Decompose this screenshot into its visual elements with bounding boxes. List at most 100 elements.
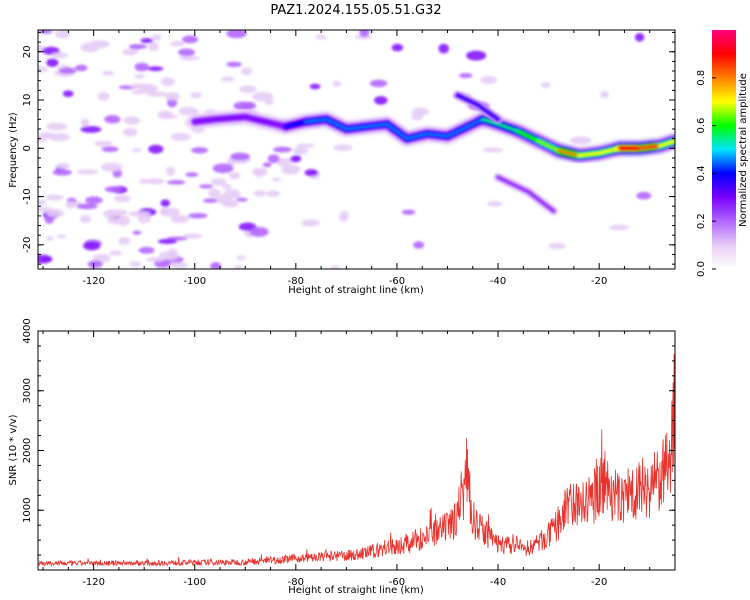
noise-blob [132,148,142,153]
noise-blob [487,200,503,207]
x-tick-label: -40 [490,276,506,287]
noise-blob [458,73,473,79]
noise-blob [198,184,214,189]
noise-blob [300,219,320,227]
noise-blob [228,171,241,180]
noise-blob [230,152,251,161]
x-tick-label: -60 [389,276,405,287]
noise-blob [122,48,138,56]
noise-blob [38,134,48,143]
noise-blob [80,118,90,128]
noise-blob [80,214,92,223]
spectrogram-frame [37,29,676,270]
noise-blob [128,44,147,50]
ridge-segment [213,115,248,122]
noise-blob [182,233,203,239]
noise-blob [146,257,165,263]
spectrogram-x-ticks: -120 -100 -80 -60 -40 -20 [42,30,676,287]
noise-blob [220,76,235,82]
noise-blob [89,40,110,49]
branch-segment [496,175,531,194]
noise-blob [45,236,54,241]
colorbar-label: Normalized spectral amplitude [738,73,749,227]
noise-blob [266,190,281,197]
ridge-segment [658,139,675,148]
noise-blob [188,212,208,219]
ridge-segment [364,122,389,129]
noise-blob [103,209,119,219]
colorbar-bar [712,30,736,269]
noise-blob [55,30,71,39]
noise-blob [401,209,416,215]
noise-blob [332,80,342,87]
colorbar-tick-label: 0.8 [696,70,707,86]
x-tick-label: -20 [591,276,607,287]
noise-blob [236,197,248,202]
noise-blob [240,67,253,76]
snr-x-ticks: -120 -100 -80 -60 -40 -20 [42,331,676,588]
noise-blob [276,157,291,167]
noise-blob [338,214,348,222]
colorbar-tick-label: 0.4 [696,165,707,181]
branch-segment [455,93,480,107]
x-tick-label: -80 [288,276,304,287]
ridge-segment [405,132,430,141]
noise-blob [170,132,191,141]
noise-blob [166,180,186,185]
ridge-segment [445,124,470,138]
y-tick-label: 2000 [22,438,33,463]
noise-blob [160,77,175,87]
x-tick-label: -100 [183,577,206,588]
noise-blob [46,208,64,218]
noise-blob [138,246,155,254]
y-tick-label: 20 [22,45,33,58]
noise-blob [330,265,340,269]
noise-blob [131,90,146,95]
noise-blob [38,30,53,34]
noise-blob [157,238,178,244]
noise-blob [160,114,179,119]
noise-blob [38,199,47,206]
noise-blob [165,166,176,176]
ridge-segment [597,146,622,155]
noise-blob [56,162,70,170]
noise-blob [482,147,504,153]
ridge-segment [516,129,541,143]
colorbar: 0.0 0.2 0.4 0.6 0.8 Normalized spectral ampl… [696,30,749,277]
noise-blob [411,107,430,117]
noise-blob [159,207,169,215]
noise-blob [636,191,652,200]
y-tick-label: -20 [22,237,33,253]
noise-blob [62,90,74,98]
noise-blob [267,154,280,164]
x-tick-label: -100 [183,276,206,287]
noise-blob [570,136,592,145]
noise-blob [233,265,243,269]
noise-blob [147,66,164,72]
spectrogram-noise-layer [38,30,652,269]
colorbar-tick-label: 0.6 [696,118,707,134]
noise-blob [83,241,101,251]
noise-blob [333,144,353,151]
noise-blob [58,67,77,74]
noise-blob [293,146,309,155]
noise-blob [134,74,146,79]
noise-blob [212,163,234,174]
ridge-segment [556,148,581,158]
noise-blob [254,170,264,178]
branch-segment [475,102,501,122]
spectrogram-y-ticks: -20 -10 0 10 20 [22,31,675,265]
ridge-segment [304,117,328,124]
ridge-segment [192,117,217,124]
noise-blob [413,241,425,249]
spectrogram-y-axis-label: Frequency (Hz) [8,112,19,188]
ridge-segment [496,122,521,134]
noise-blob [129,261,141,268]
y-tick-label: 3000 [22,378,33,403]
noise-blob [480,75,498,85]
noise-blob [85,196,103,205]
noise-blob [634,32,645,42]
noise-blob [101,146,119,153]
